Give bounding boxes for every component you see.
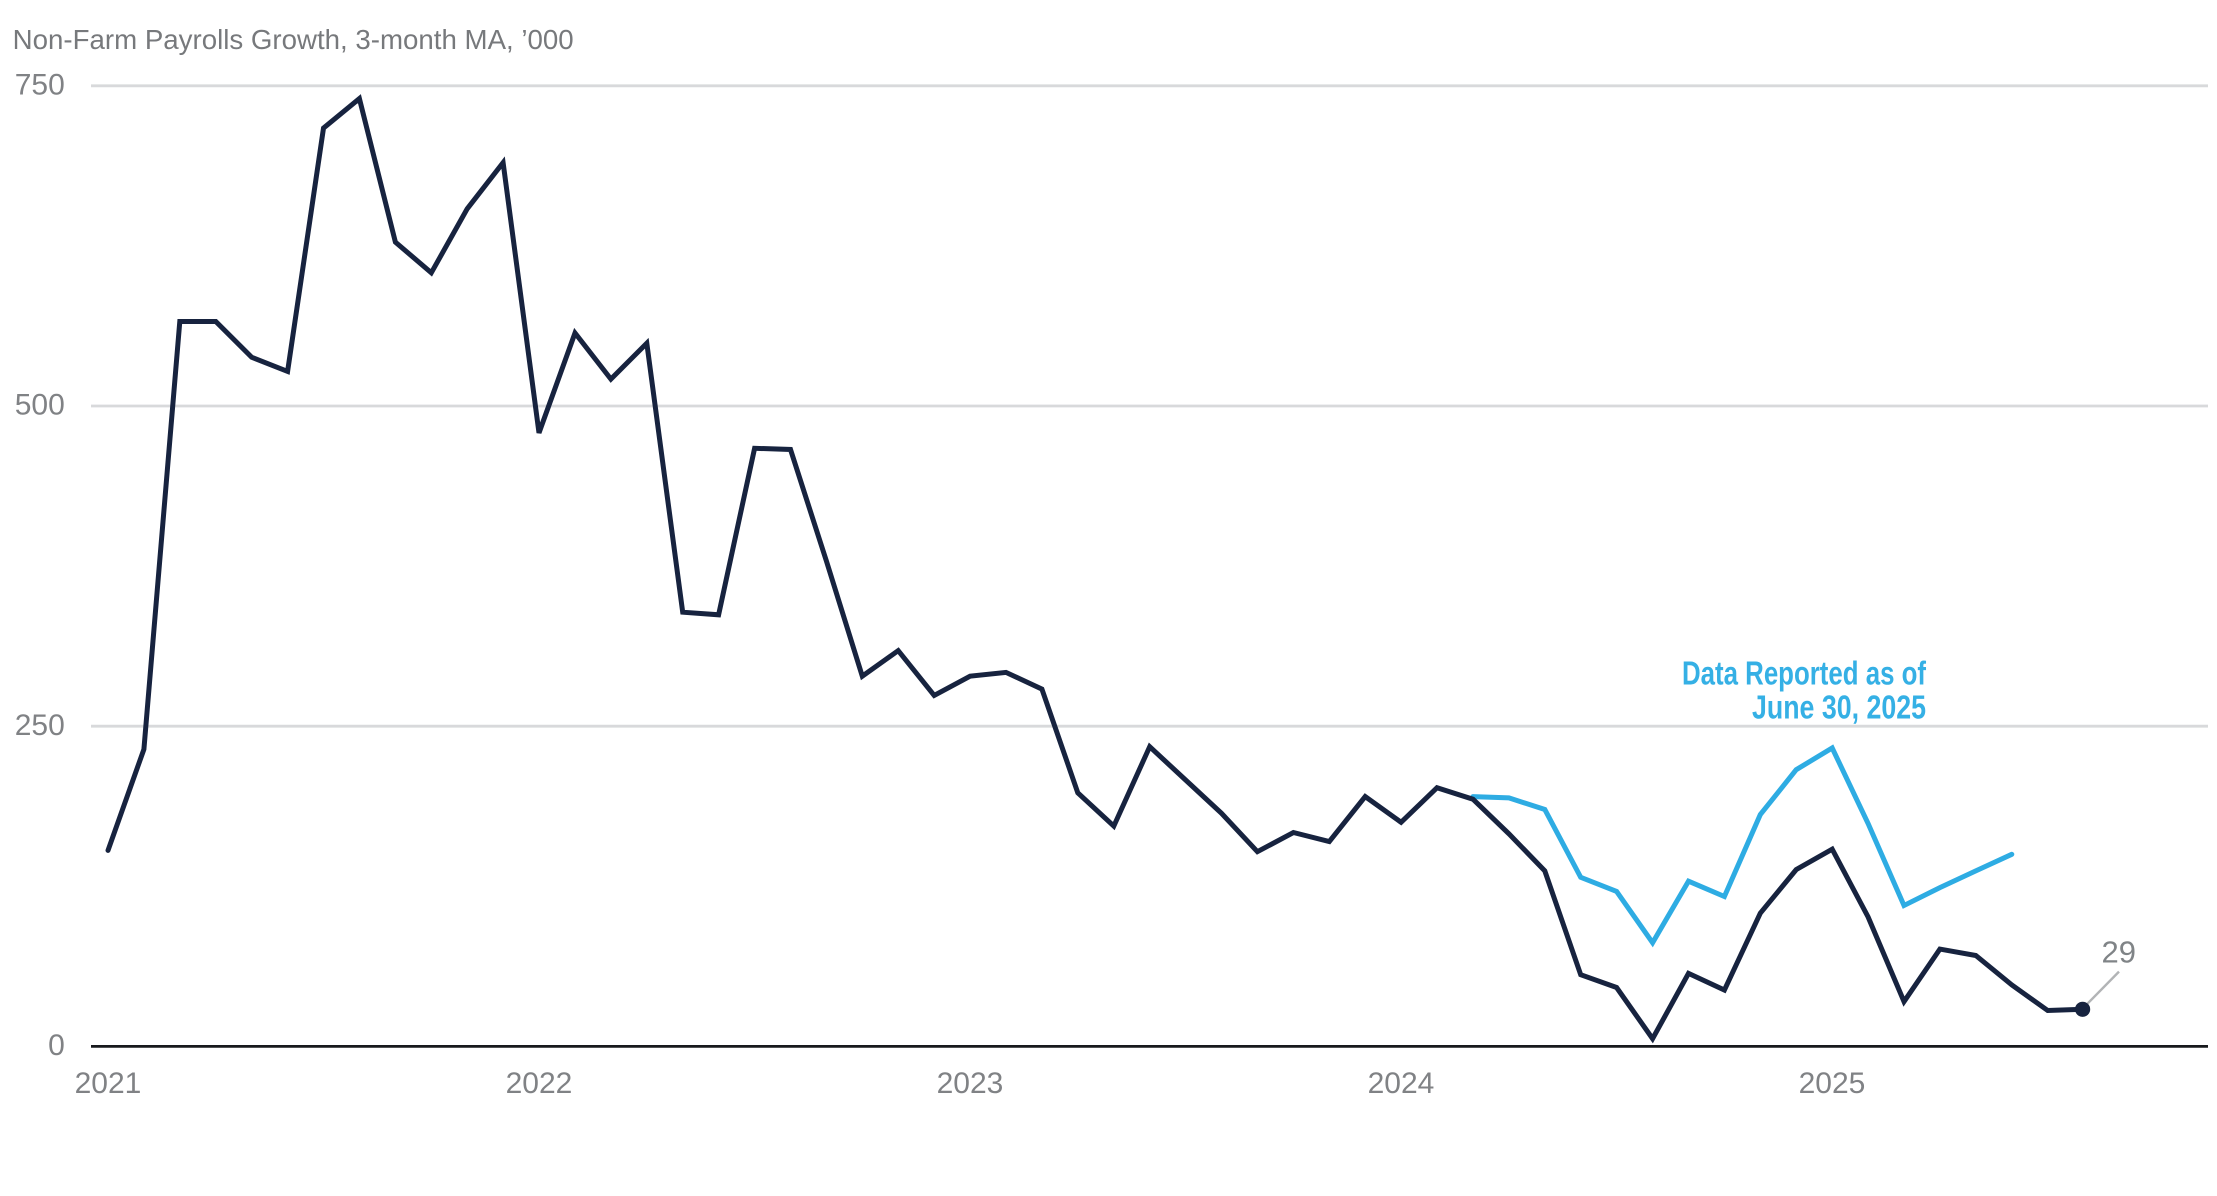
svg-text:29: 29 xyxy=(2102,934,2136,969)
svg-text:750: 750 xyxy=(15,69,65,102)
svg-text:2021: 2021 xyxy=(75,1067,142,1100)
svg-text:0: 0 xyxy=(48,1029,65,1062)
svg-text:2024: 2024 xyxy=(1368,1067,1435,1100)
svg-text:2023: 2023 xyxy=(937,1067,1004,1100)
svg-text:250: 250 xyxy=(15,709,65,742)
svg-text:2022: 2022 xyxy=(506,1067,573,1100)
svg-text:Data Reported as of: Data Reported as of xyxy=(1682,655,1927,692)
svg-text:June 30, 2025: June 30, 2025 xyxy=(1752,689,1926,726)
svg-text:500: 500 xyxy=(15,389,65,422)
svg-text:2025: 2025 xyxy=(1799,1067,1866,1100)
svg-text:Non-Farm Payrolls Growth, 3-mo: Non-Farm Payrolls Growth, 3-month MA, ’0… xyxy=(13,24,574,55)
